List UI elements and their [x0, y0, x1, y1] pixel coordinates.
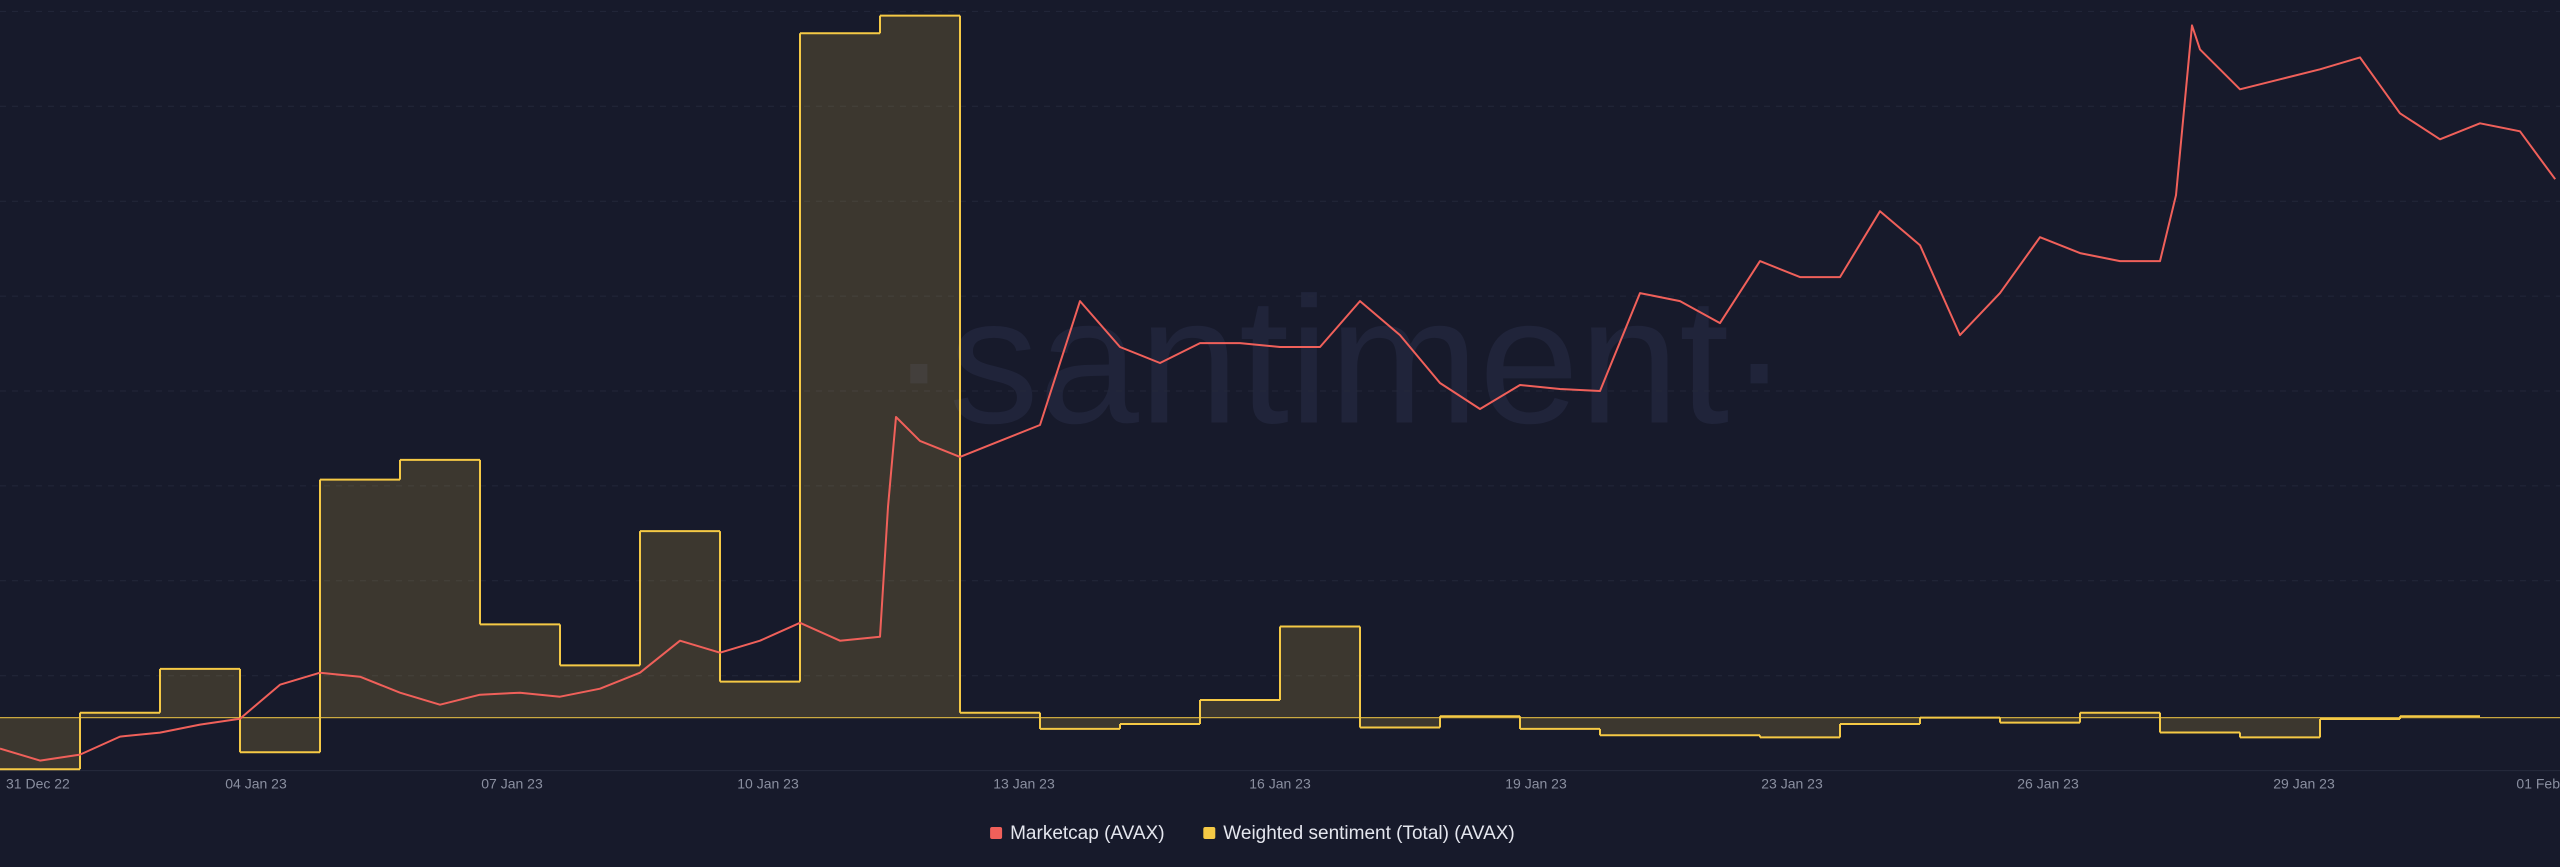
sentiment-area — [1200, 699, 1280, 718]
x-tick-label: 16 Jan 23 — [1249, 776, 1311, 792]
sentiment-area — [2000, 717, 2080, 723]
sentiment-area — [1600, 717, 1680, 736]
x-tick-label: 01 Feb — [2516, 776, 2560, 792]
x-tick-label: 23 Jan 23 — [1761, 776, 1823, 792]
sentiment-area — [800, 33, 880, 718]
sentiment-area — [1520, 717, 1600, 729]
x-tick-label: 26 Jan 23 — [2017, 776, 2079, 792]
sentiment-area — [80, 712, 160, 718]
x-tick-label: 19 Jan 23 — [1505, 776, 1567, 792]
legend-label: Weighted sentiment (Total) (AVAX) — [1223, 823, 1514, 844]
x-tick-label: 10 Jan 23 — [737, 776, 799, 792]
sentiment-area — [400, 459, 480, 718]
sentiment-area — [2080, 712, 2160, 718]
marketcap-line — [0, 24, 2557, 762]
sentiment-area — [720, 681, 800, 718]
sentiment-area — [1680, 717, 1760, 736]
sentiment-area — [1360, 717, 1440, 728]
x-tick-label: 29 Jan 23 — [2273, 776, 2335, 792]
sentiment-area — [1040, 717, 1120, 729]
sentiment-area — [960, 712, 1040, 718]
x-tick-label: 13 Jan 23 — [993, 776, 1055, 792]
sentiment-area — [160, 668, 240, 718]
sentiment-area — [880, 15, 960, 718]
x-tick-label: 07 Jan 23 — [481, 776, 543, 792]
sentiment-area — [2240, 717, 2320, 738]
legend-label: Marketcap (AVAX) — [1010, 823, 1165, 844]
legend-swatch — [1203, 827, 1216, 839]
sentiment-area — [640, 531, 720, 718]
sentiment-area — [240, 717, 320, 753]
x-tick-label: 04 Jan 23 — [225, 776, 287, 792]
sentiment-area — [1760, 717, 1840, 738]
x-tick-label: 31 Dec 22 — [6, 776, 70, 792]
sentiment-area — [2160, 717, 2240, 733]
sentiment-area — [560, 665, 640, 718]
legend-swatch — [990, 827, 1003, 839]
sentiment-area — [480, 624, 560, 718]
sentiment-area — [1120, 717, 1200, 724]
sentiment-area — [320, 479, 400, 718]
sentiment-area — [1280, 626, 1360, 718]
sentiment-area — [1840, 717, 1920, 724]
